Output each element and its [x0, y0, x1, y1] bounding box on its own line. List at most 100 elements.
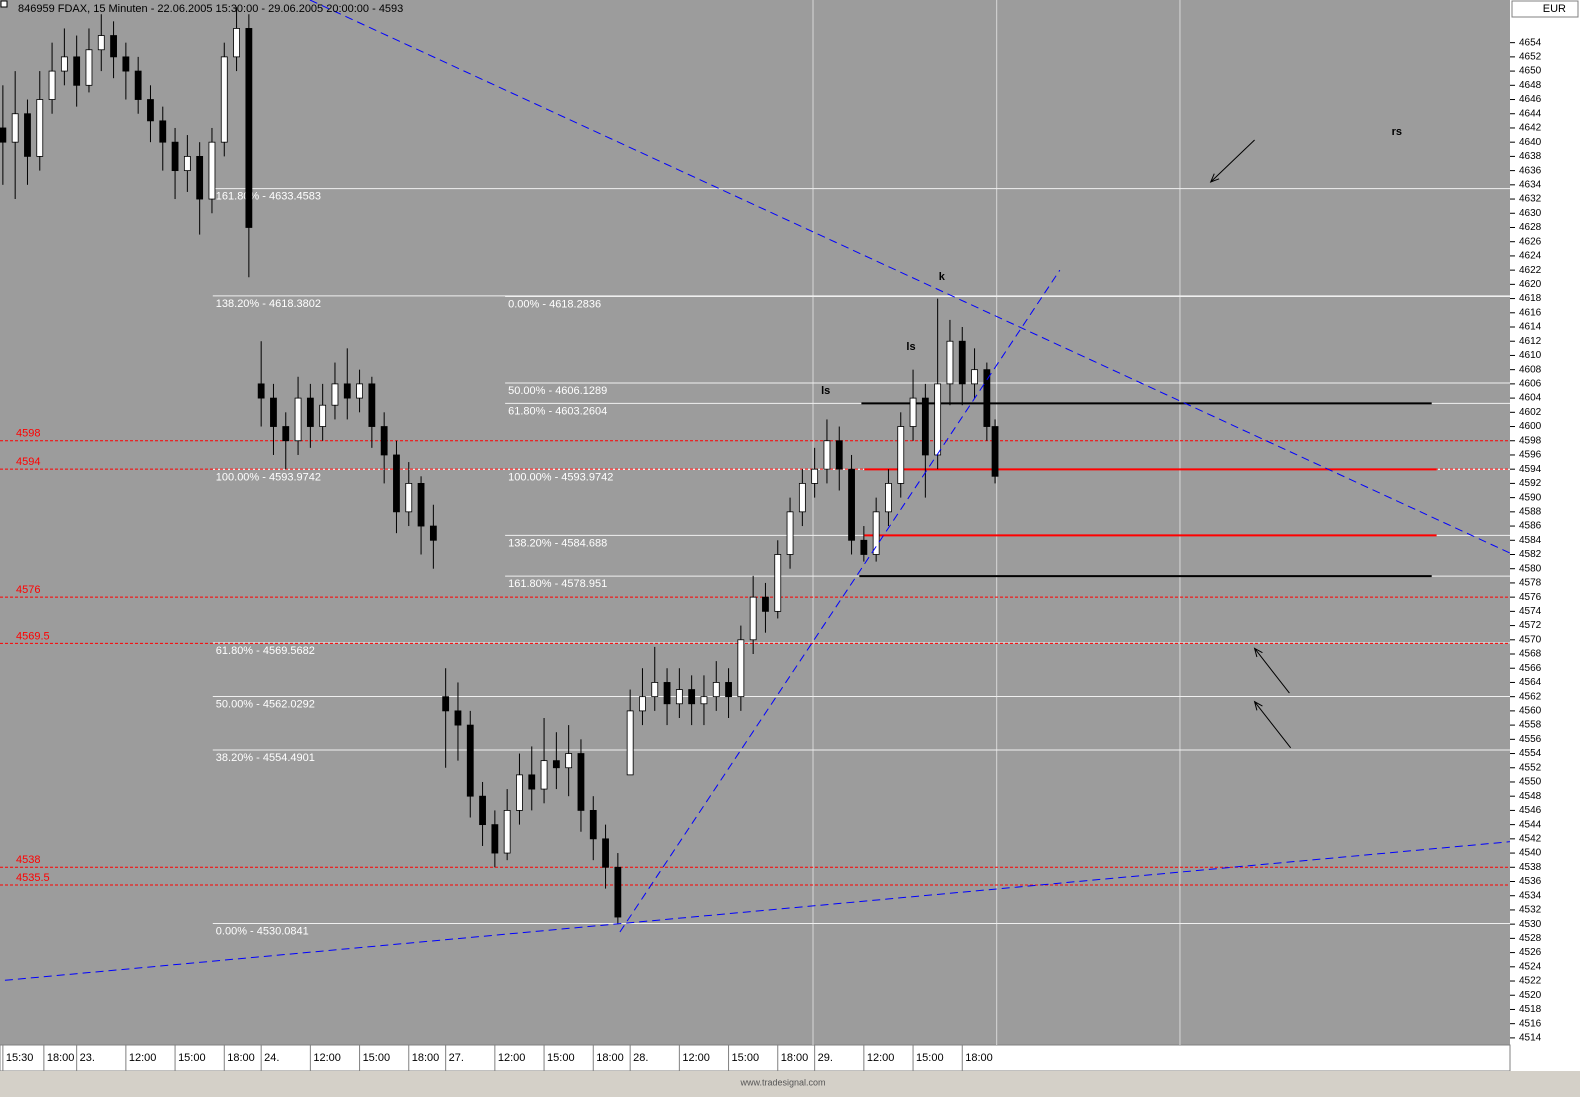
candle-body	[183, 155, 191, 172]
y-tick-label: 4536	[1519, 876, 1542, 887]
y-tick-label: 4588	[1519, 506, 1542, 517]
candle-body	[48, 70, 56, 100]
candle-body	[479, 795, 486, 826]
fib-label: 0.00% - 4530.0841	[216, 925, 309, 937]
candle-body	[639, 696, 646, 712]
y-tick-label: 4654	[1519, 37, 1542, 48]
x-tick-label: 29.	[818, 1052, 833, 1064]
y-tick-label: 4612	[1519, 336, 1542, 347]
y-tick-label: 4596	[1519, 450, 1542, 461]
y-tick-label: 4652	[1519, 52, 1542, 63]
y-tick-label: 4598	[1519, 435, 1542, 446]
y-tick-label: 4630	[1519, 208, 1542, 219]
candle-body	[897, 426, 905, 484]
candle-body	[725, 682, 732, 698]
candle-body	[540, 760, 548, 790]
x-tick-label: 12:00	[313, 1052, 341, 1064]
candle-body	[811, 468, 819, 484]
y-tick-label: 4514	[1519, 1033, 1542, 1044]
candle-body	[134, 70, 142, 100]
y-tick-label: 4628	[1519, 222, 1542, 233]
level-label: 4576	[16, 584, 40, 596]
candle-body	[356, 383, 363, 399]
candle-body	[675, 689, 683, 705]
x-tick-label: 27.	[449, 1052, 464, 1064]
candle-body	[885, 483, 892, 513]
candle-body	[798, 483, 806, 513]
candle-body	[405, 483, 413, 513]
fib-label: 0.00% - 4618.2836	[508, 298, 601, 310]
candle-body	[245, 28, 253, 228]
y-tick-label: 4622	[1519, 265, 1542, 276]
y-tick-label: 4634	[1519, 179, 1542, 190]
candle-body	[663, 682, 671, 705]
window-icon	[0, 0, 8, 8]
candle-body	[306, 397, 314, 427]
y-tick-label: 4614	[1519, 322, 1542, 333]
candle-body	[823, 440, 831, 470]
y-tick-label: 4564	[1519, 677, 1542, 688]
x-tick-label: 12:00	[498, 1052, 526, 1064]
candle-body	[257, 383, 265, 399]
y-tick-label: 4558	[1519, 720, 1542, 731]
y-tick-label: 4534	[1519, 890, 1542, 901]
y-tick-label: 4520	[1519, 990, 1542, 1001]
x-tick-label: 18:00	[596, 1052, 624, 1064]
candle-body	[626, 710, 634, 776]
y-tick-label: 4608	[1519, 364, 1542, 375]
y-tick-label: 4562	[1519, 691, 1542, 702]
candle-body	[516, 774, 523, 811]
fib-label: 38.20% - 4554.4901	[216, 752, 315, 764]
y-tick-label: 4620	[1519, 279, 1542, 290]
candle-body	[85, 49, 93, 86]
candle-body	[921, 397, 929, 456]
candle-body	[110, 35, 117, 58]
fib-label: 50.00% - 4562.0292	[216, 698, 315, 710]
candle-body	[97, 35, 105, 51]
y-tick-label: 4590	[1519, 492, 1542, 503]
level-label: 4535.5	[16, 872, 50, 884]
currency: EUR	[1543, 3, 1566, 15]
fib-label: 61.80% - 4569.5682	[216, 645, 315, 657]
arrow	[1253, 647, 1290, 694]
x-tick-label: 15:00	[363, 1052, 391, 1064]
x-tick-label: 15:00	[547, 1052, 575, 1064]
x-tick-label: 15:00	[916, 1052, 944, 1064]
y-tick-label: 4644	[1519, 108, 1542, 119]
x-tick-label: 15:00	[178, 1052, 206, 1064]
candle-body	[503, 810, 511, 854]
candle-body	[454, 710, 462, 726]
level-label: 4598	[16, 428, 40, 440]
y-tick-label: 4580	[1519, 563, 1542, 574]
candle-body	[196, 155, 204, 200]
candle-body	[872, 511, 880, 555]
y-tick-label: 4638	[1519, 151, 1542, 162]
y-tick-label: 4524	[1519, 961, 1542, 972]
candle-body	[946, 340, 954, 385]
annotation: k	[939, 271, 946, 283]
status-bar	[0, 1071, 1580, 1097]
x-tick-label: 12:00	[682, 1052, 710, 1064]
y-tick-label: 4544	[1519, 819, 1542, 830]
candle-body	[552, 760, 560, 769]
annotation: ls	[906, 341, 915, 353]
y-tick-label: 4532	[1519, 905, 1542, 916]
candle-body	[417, 483, 425, 527]
y-tick-label: 4542	[1519, 833, 1542, 844]
trend-line	[4, 841, 1511, 981]
x-tick-label: 18:00	[47, 1052, 75, 1064]
fib-label: 100.00% - 4593.9742	[216, 471, 321, 483]
candle-body	[60, 56, 68, 72]
candle-body	[958, 340, 966, 385]
candle-body	[270, 397, 277, 427]
x-tick-label: 18:00	[412, 1052, 440, 1064]
candle-body	[602, 838, 609, 868]
y-tick-label: 4640	[1519, 137, 1542, 148]
y-tick-label: 4538	[1519, 862, 1542, 873]
candle-body	[429, 525, 437, 541]
candle-body	[848, 468, 855, 541]
y-tick-label: 4540	[1519, 848, 1542, 859]
y-tick-label: 4604	[1519, 393, 1542, 404]
candle-body	[909, 397, 917, 427]
candle-body	[208, 141, 216, 200]
